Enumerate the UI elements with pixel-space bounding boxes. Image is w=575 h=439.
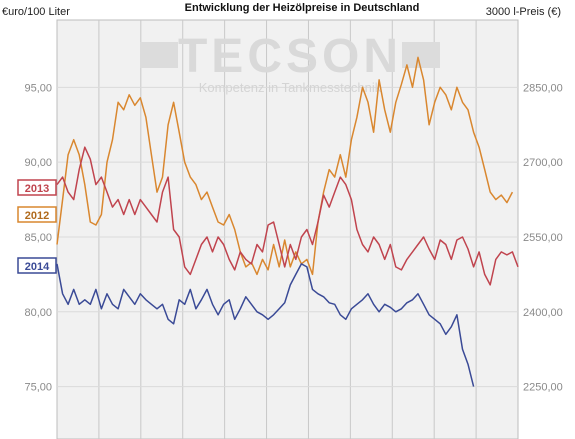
y-tick-right: 2700,00 (523, 157, 563, 169)
series-line-2013 (56, 146, 519, 286)
series-line-2014 (56, 263, 475, 387)
y-axis-left-ticks: 95,00 90,00 85,00 80,00 75,00 (24, 82, 52, 393)
grid (57, 20, 518, 439)
y-tick-left: 75,00 (24, 382, 52, 394)
legend: 2012 2013 2014 (17, 179, 57, 274)
y-tick-left: 80,00 (24, 307, 52, 319)
series-layer (56, 56, 519, 387)
y-tick-right: 2850,00 (523, 82, 563, 94)
y-tick-right: 2400,00 (523, 307, 563, 319)
y-axis-right-label: 3000 l-Preis (€) (486, 6, 561, 18)
tecson-watermark: TECSON Kompetenz in Tankmesstechnik (140, 30, 440, 95)
watermark-tagline: Kompetenz in Tankmesstechnik (199, 80, 382, 95)
watermark-logo: TECSON (178, 30, 402, 83)
legend-box-2012 (17, 206, 57, 223)
y-axis-left-label: €uro/100 Liter (2, 6, 70, 18)
y-tick-left: 95,00 (24, 82, 52, 94)
watermark-bar-right (402, 42, 440, 68)
chart-title: Entwicklung der Heizölpreise in Deutschl… (185, 2, 420, 14)
y-tick-right: 2550,00 (523, 232, 563, 244)
y-tick-right: 2250,00 (523, 382, 563, 394)
legend-box-2013 (17, 179, 57, 196)
legend-label-2014: 2014 (25, 261, 50, 273)
y-tick-left: 85,00 (24, 232, 52, 244)
y-tick-left: 90,00 (24, 157, 52, 169)
legend-label-2012: 2012 (25, 210, 49, 222)
legend-label-2013: 2013 (25, 183, 49, 195)
y-axis-right-ticks: 2850,00 2700,00 2550,00 2400,00 2250,00 (523, 82, 563, 393)
series-line-2012 (56, 56, 514, 276)
legend-box-2014 (17, 257, 57, 274)
watermark-bar-left (140, 42, 178, 68)
